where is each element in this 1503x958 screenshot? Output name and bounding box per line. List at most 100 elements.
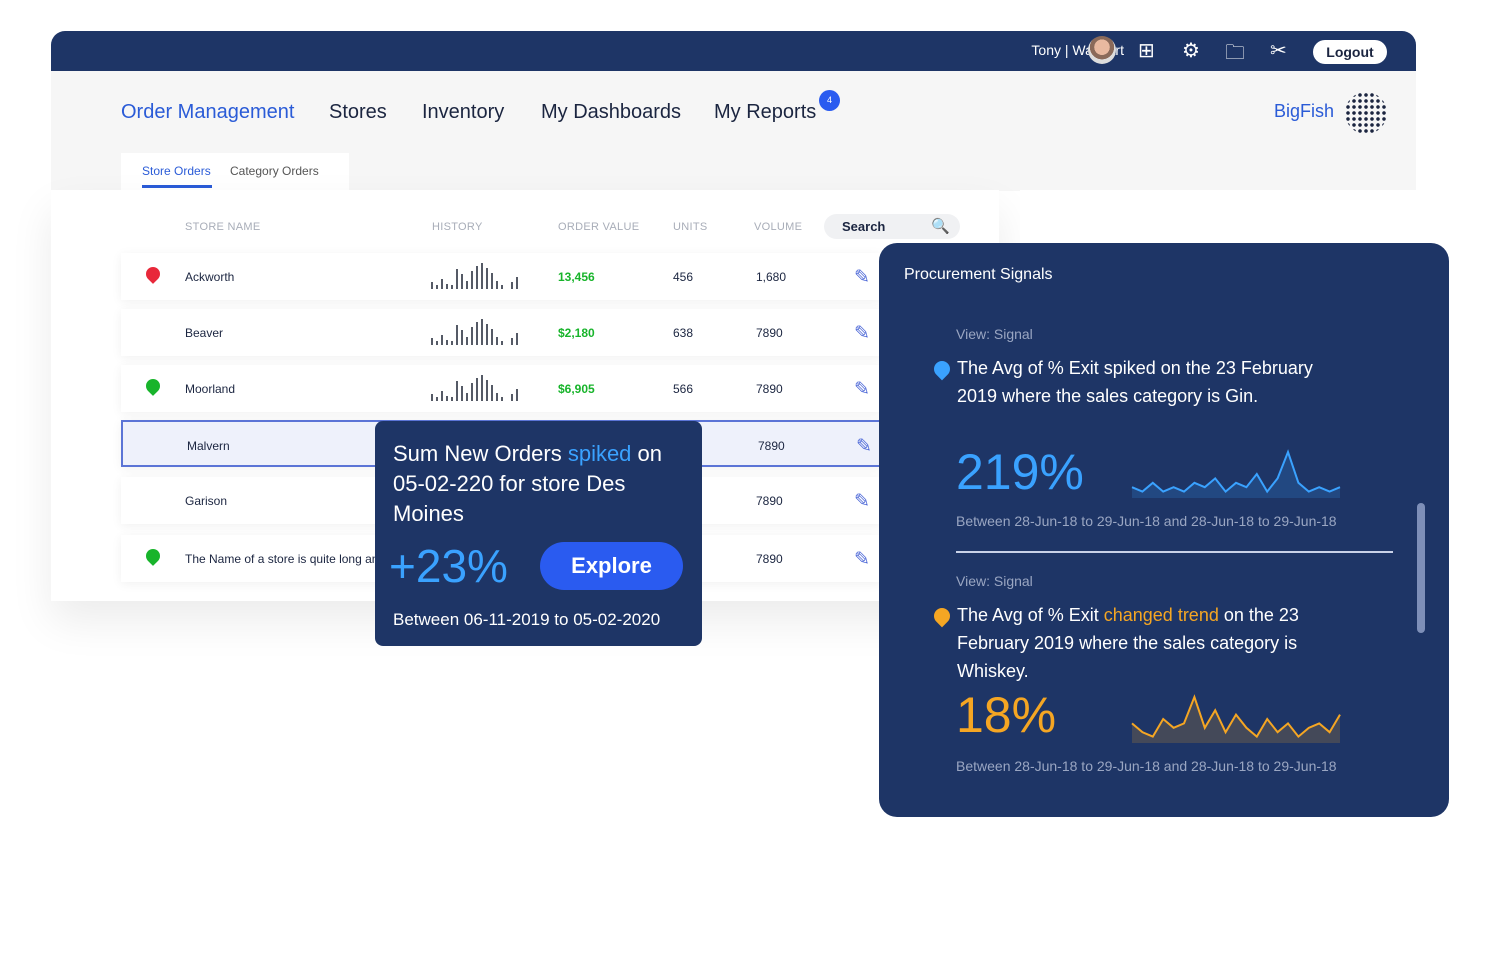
tabs: Store Orders Category Orders (121, 153, 349, 191)
explore-button[interactable]: Explore (540, 542, 683, 590)
active-tab-indicator (142, 185, 212, 188)
units: 566 (673, 382, 694, 396)
history-bar (461, 386, 463, 401)
signal-view-label[interactable]: View: Signal (956, 573, 1033, 589)
pin-icon (143, 546, 163, 566)
edit-icon[interactable]: ✎ (856, 436, 872, 457)
history-bar (451, 341, 453, 345)
popup-percent: +23% (389, 540, 508, 592)
history-bar (516, 389, 518, 401)
edit-icon[interactable]: ✎ (854, 491, 870, 512)
history-bar (501, 341, 503, 345)
folder-icon[interactable]: 🗀 (1225, 42, 1245, 64)
history-bar (446, 339, 448, 345)
history-bar (471, 383, 473, 401)
history-bar (451, 285, 453, 289)
store-name[interactable]: Ackworth (185, 270, 235, 284)
pin-icon (143, 376, 163, 396)
table-row[interactable]: Ackworth 13,456 456 1,680 ✎ (121, 253, 881, 300)
volume: 7890 (758, 439, 785, 453)
table-row[interactable]: Moorland $6,905 566 7890 ✎ (121, 365, 881, 412)
history-bar (511, 394, 513, 401)
volume: 7890 (756, 326, 783, 340)
grid-icon[interactable]: ⊞ (1138, 40, 1155, 62)
table-row[interactable]: Beaver $2,180 638 7890 ✎ (121, 309, 881, 356)
signal-percent: 219% (956, 444, 1084, 500)
tab-category-orders[interactable]: Category Orders (230, 164, 319, 178)
history-bar (486, 267, 488, 289)
history-bar (471, 271, 473, 289)
side-card (1020, 190, 1416, 250)
header-order-value[interactable]: ORDER VALUE (558, 221, 640, 233)
history-bar (461, 274, 463, 289)
nav-my-dashboards[interactable]: My Dashboards (541, 101, 682, 123)
logout-button[interactable]: Logout (1313, 40, 1387, 64)
edit-icon[interactable]: ✎ (854, 267, 870, 288)
top-bar: Tony | Walmart ⊞ ⚙ 🗀 ✂ Logout (51, 31, 1416, 71)
signal-text: The Avg of % Exit changed trend on the 2… (957, 605, 1299, 681)
brand-logo-icon (1345, 92, 1387, 134)
reports-badge: 4 (819, 90, 840, 111)
history-bar (476, 266, 478, 289)
history-bar (431, 394, 433, 401)
history-bar (446, 283, 448, 289)
history-bar (456, 325, 458, 345)
header-store-name[interactable]: STORE NAME (185, 221, 261, 233)
history-bar (491, 328, 493, 345)
nav-inventory[interactable]: Inventory (422, 101, 505, 123)
header-units[interactable]: UNITS (673, 221, 708, 233)
history-bar (451, 397, 453, 401)
signal-view-label[interactable]: View: Signal (956, 326, 1033, 342)
history-sparkline (431, 263, 526, 289)
edit-icon[interactable]: ✎ (854, 549, 870, 570)
history-bar (486, 379, 488, 401)
avatar[interactable] (1088, 36, 1116, 64)
store-name[interactable]: The Name of a store is quite long and (185, 552, 386, 566)
popup-range: Between 06-11-2019 to 05-02-2020 (393, 610, 661, 629)
units: 638 (673, 326, 694, 340)
history-bar (456, 269, 458, 289)
history-bar (516, 333, 518, 345)
gear-icon[interactable]: ⚙ (1182, 40, 1200, 62)
store-name[interactable]: Beaver (185, 326, 224, 340)
nav-my-reports[interactable]: My Reports (714, 101, 817, 123)
history-bar (456, 381, 458, 401)
history-bar (476, 322, 478, 345)
procurement-signals-panel: Procurement Signals View: Signal The Avg… (879, 243, 1449, 817)
pin-icon (143, 264, 163, 284)
history-bar (441, 335, 443, 345)
store-name[interactable]: Garison (185, 494, 228, 508)
history-bar (511, 282, 513, 289)
panel-title: Procurement Signals (904, 266, 1053, 283)
history-sparkline (431, 319, 526, 345)
scrollbar[interactable] (1417, 503, 1425, 633)
history-bar (436, 341, 438, 345)
signal-percent: 18% (956, 687, 1057, 743)
nav-stores[interactable]: Stores (329, 101, 387, 123)
order-value: $2,180 (558, 326, 595, 340)
store-name[interactable]: Malvern (187, 439, 230, 453)
header-history[interactable]: HISTORY (432, 221, 483, 233)
history-bar (501, 285, 503, 289)
history-bar (496, 280, 498, 289)
store-name[interactable]: Moorland (185, 382, 236, 396)
search-input[interactable]: Search 🔍 (824, 214, 960, 239)
history-bar (466, 280, 468, 289)
history-bar (466, 336, 468, 345)
nav-order-management[interactable]: Order Management (121, 101, 295, 123)
history-bar (491, 272, 493, 289)
insight-popup: Sum New Orders spiked on 05-02-220 for s… (375, 421, 702, 646)
volume: 7890 (756, 552, 783, 566)
volume: 7890 (756, 382, 783, 396)
edit-icon[interactable]: ✎ (854, 379, 870, 400)
sparkline-line (1131, 449, 1341, 494)
history-bar (496, 392, 498, 401)
tab-store-orders[interactable]: Store Orders (142, 164, 211, 178)
edit-icon[interactable]: ✎ (854, 323, 870, 344)
search-icon[interactable]: 🔍 (931, 218, 950, 235)
header-volume[interactable]: VOLUME (754, 221, 803, 233)
history-sparkline (431, 375, 526, 401)
order-value: $6,905 (558, 382, 595, 396)
tools-icon[interactable]: ✂ (1270, 40, 1287, 62)
history-bar (431, 282, 433, 289)
